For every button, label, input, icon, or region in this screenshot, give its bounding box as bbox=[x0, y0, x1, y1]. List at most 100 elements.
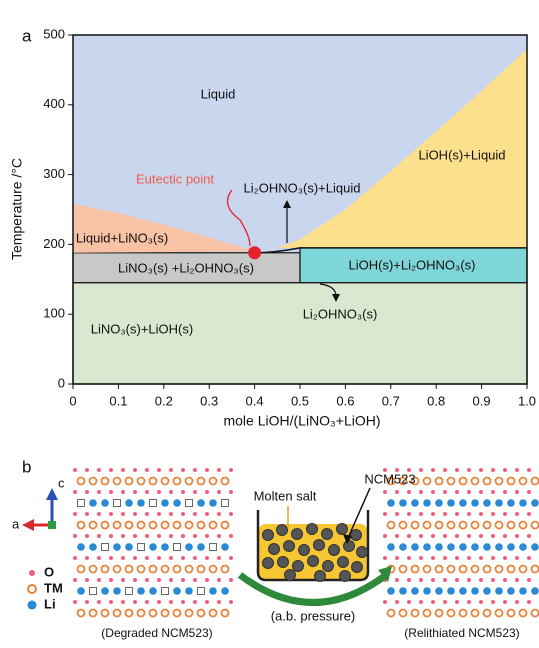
region-label: Liquid bbox=[201, 86, 236, 101]
atom bbox=[145, 534, 149, 538]
atom bbox=[217, 534, 221, 538]
particle bbox=[278, 557, 289, 568]
atom bbox=[193, 556, 197, 560]
atom bbox=[503, 512, 507, 516]
atom bbox=[205, 468, 209, 472]
atom bbox=[209, 587, 217, 595]
atom bbox=[496, 566, 503, 573]
axis-label: c bbox=[58, 475, 65, 490]
atom bbox=[503, 534, 507, 538]
atom bbox=[484, 478, 491, 485]
atom bbox=[532, 522, 539, 529]
atom bbox=[157, 490, 161, 494]
atom bbox=[157, 578, 161, 582]
atom bbox=[431, 490, 435, 494]
atom bbox=[383, 512, 387, 516]
atom bbox=[145, 578, 149, 582]
atom bbox=[508, 522, 515, 529]
atom bbox=[126, 522, 133, 529]
atom bbox=[383, 534, 387, 538]
particle bbox=[329, 545, 340, 556]
eutectic-point bbox=[248, 246, 261, 259]
atom bbox=[472, 610, 479, 617]
atom bbox=[150, 478, 157, 485]
atom bbox=[157, 534, 161, 538]
atom bbox=[532, 566, 539, 573]
atom bbox=[483, 587, 491, 595]
atom bbox=[85, 534, 89, 538]
atom bbox=[125, 499, 133, 507]
atom bbox=[138, 478, 145, 485]
atom bbox=[387, 543, 395, 551]
atom bbox=[193, 578, 197, 582]
atom bbox=[399, 587, 407, 595]
atom bbox=[198, 478, 205, 485]
atom bbox=[520, 522, 527, 529]
atom bbox=[419, 468, 423, 472]
caption: (Relithiated NCM523) bbox=[404, 626, 519, 640]
x-tick-label: 0.7 bbox=[382, 393, 400, 408]
atom bbox=[181, 600, 185, 604]
atom bbox=[229, 556, 233, 560]
atom bbox=[507, 587, 515, 595]
atom bbox=[383, 490, 387, 494]
atom bbox=[174, 566, 181, 573]
atom bbox=[121, 468, 125, 472]
atom bbox=[73, 490, 77, 494]
atom bbox=[102, 566, 109, 573]
atom bbox=[85, 490, 89, 494]
atom bbox=[78, 566, 85, 573]
vacancy bbox=[114, 500, 121, 507]
atom bbox=[109, 490, 113, 494]
atom bbox=[113, 587, 121, 595]
atom bbox=[217, 512, 221, 516]
atom bbox=[400, 566, 407, 573]
atom bbox=[436, 522, 443, 529]
atom bbox=[383, 556, 387, 560]
atom bbox=[101, 587, 109, 595]
atom bbox=[97, 512, 101, 516]
atom bbox=[531, 499, 539, 507]
atom bbox=[90, 478, 97, 485]
atom bbox=[495, 543, 503, 551]
atom bbox=[471, 543, 479, 551]
atom bbox=[162, 610, 169, 617]
particle bbox=[308, 556, 319, 567]
vacancy bbox=[78, 500, 85, 507]
atom bbox=[503, 600, 507, 604]
particle bbox=[323, 561, 334, 572]
atom bbox=[496, 522, 503, 529]
atom bbox=[460, 522, 467, 529]
atom bbox=[186, 478, 193, 485]
lattice-degraded bbox=[73, 468, 233, 617]
atom bbox=[455, 468, 459, 472]
particle bbox=[263, 558, 274, 569]
atom bbox=[181, 578, 185, 582]
atom bbox=[145, 556, 149, 560]
atom bbox=[443, 534, 447, 538]
atom bbox=[121, 578, 125, 582]
atom bbox=[77, 543, 85, 551]
atom bbox=[229, 534, 233, 538]
atom bbox=[101, 499, 109, 507]
atom bbox=[387, 587, 395, 595]
atom bbox=[515, 512, 519, 516]
particle bbox=[269, 544, 280, 555]
atom bbox=[407, 556, 411, 560]
atom bbox=[138, 522, 145, 529]
atom bbox=[479, 468, 483, 472]
atom bbox=[197, 543, 205, 551]
atom bbox=[503, 578, 507, 582]
atom bbox=[479, 556, 483, 560]
atom bbox=[97, 578, 101, 582]
atom bbox=[448, 610, 455, 617]
atom bbox=[460, 566, 467, 573]
particle bbox=[344, 541, 355, 552]
atom bbox=[471, 587, 479, 595]
atom bbox=[161, 499, 169, 507]
atom bbox=[479, 600, 483, 604]
atom bbox=[515, 534, 519, 538]
atom bbox=[412, 522, 419, 529]
atom bbox=[496, 610, 503, 617]
atom bbox=[395, 490, 399, 494]
